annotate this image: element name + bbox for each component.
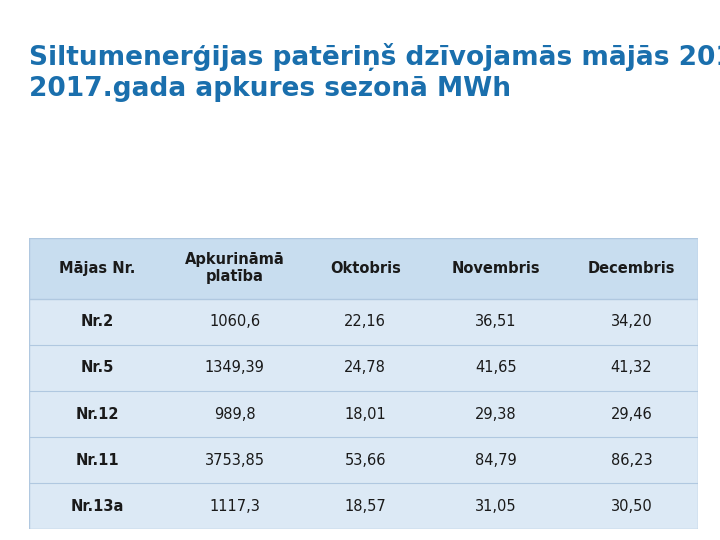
Text: Novembris: Novembris	[451, 261, 540, 276]
Text: 29,38: 29,38	[475, 407, 517, 422]
Text: Nr.12: Nr.12	[76, 407, 120, 422]
FancyBboxPatch shape	[29, 238, 698, 529]
Text: 1060,6: 1060,6	[209, 314, 260, 329]
Text: 18,57: 18,57	[344, 498, 386, 514]
Text: 84,79: 84,79	[475, 453, 517, 468]
Text: 53,66: 53,66	[345, 453, 386, 468]
Text: Nr.11: Nr.11	[76, 453, 120, 468]
Text: 1117,3: 1117,3	[210, 498, 260, 514]
Text: Nr.5: Nr.5	[81, 360, 114, 375]
Text: Mājas Nr.: Mājas Nr.	[59, 261, 135, 276]
Text: 41,65: 41,65	[475, 360, 517, 375]
Text: 1349,39: 1349,39	[204, 360, 265, 375]
Text: 29,46: 29,46	[611, 407, 652, 422]
Text: 24,78: 24,78	[344, 360, 386, 375]
Text: Oktobris: Oktobris	[330, 261, 401, 276]
Text: Nr.13a: Nr.13a	[71, 498, 124, 514]
Text: Decembris: Decembris	[588, 261, 675, 276]
Text: 22,16: 22,16	[344, 314, 386, 329]
Text: Nr.2: Nr.2	[81, 314, 114, 329]
Text: 36,51: 36,51	[475, 314, 516, 329]
Text: 34,20: 34,20	[611, 314, 652, 329]
Text: 989,8: 989,8	[214, 407, 256, 422]
Text: 86,23: 86,23	[611, 453, 652, 468]
Text: Siltumenerģijas patēriņš dzīvojamās mājās 2016.-
2017.gada apkures sezonā MWh: Siltumenerģijas patēriņš dzīvojamās mājā…	[29, 43, 720, 102]
Text: Apkurināmā
platība: Apkurināmā platība	[185, 252, 284, 285]
Text: 30,50: 30,50	[611, 498, 652, 514]
FancyBboxPatch shape	[29, 238, 698, 299]
Text: 18,01: 18,01	[344, 407, 386, 422]
Text: 31,05: 31,05	[475, 498, 517, 514]
Text: 41,32: 41,32	[611, 360, 652, 375]
Text: 3753,85: 3753,85	[204, 453, 265, 468]
